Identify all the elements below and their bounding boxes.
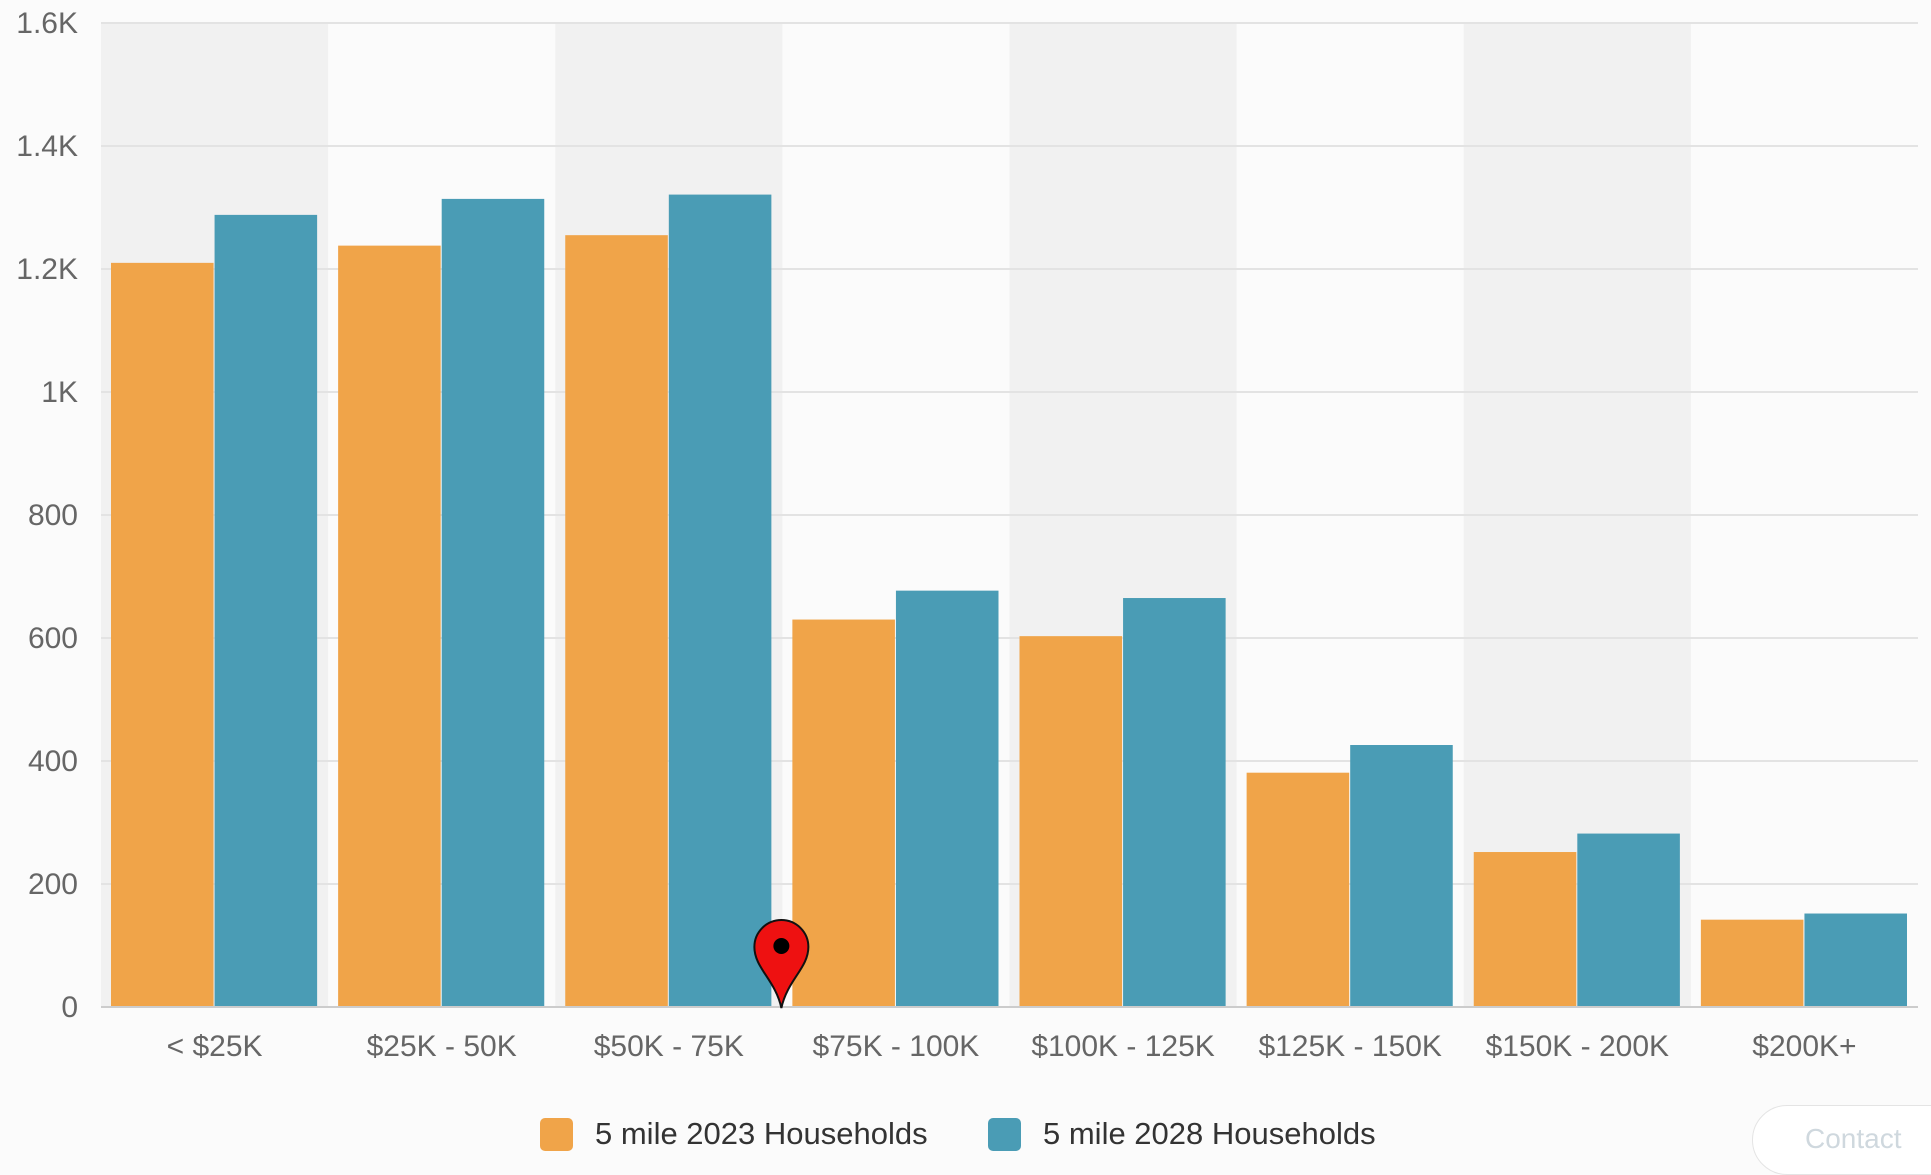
- legend-swatch[interactable]: [540, 1118, 573, 1151]
- bar-2028-5[interactable]: [1350, 745, 1453, 1007]
- x-tick-label: $100K - 125K: [1031, 1030, 1214, 1063]
- bar-2028-1[interactable]: [441, 198, 545, 1007]
- bars: [111, 194, 1907, 1008]
- y-tick-label: 1K: [41, 376, 78, 409]
- bar-2028-3[interactable]: [895, 590, 999, 1007]
- y-tick-label: 1.6K: [16, 7, 78, 40]
- bar-2028-4[interactable]: [1123, 598, 1226, 1007]
- y-tick-label: 800: [28, 499, 78, 532]
- bar-2023-3[interactable]: [792, 619, 895, 1007]
- bar-2023-1[interactable]: [338, 245, 441, 1007]
- bar-2028-6[interactable]: [1577, 833, 1680, 1007]
- legend-label[interactable]: 5 mile 2023 Households: [595, 1116, 928, 1151]
- y-tick-label: 600: [28, 622, 78, 655]
- x-tick-label: $200K+: [1752, 1030, 1856, 1063]
- bar-2028-2[interactable]: [668, 194, 772, 1007]
- y-tick-label: 400: [28, 745, 78, 778]
- marker: [753, 919, 810, 1009]
- map-pin-icon: [753, 919, 810, 1009]
- x-tick-label: < $25K: [167, 1030, 263, 1063]
- legend: 5 mile 2023 Households 5 mile 2028 Househ…: [540, 1116, 1376, 1151]
- y-tick-label: 200: [28, 868, 78, 901]
- axes: 0 200 400 600 800 1K 1.2K 1.4K 1.6K < $25K $25K - …: [16, 7, 1918, 1063]
- x-tick-label: $25K - 50K: [367, 1030, 517, 1063]
- legend-label[interactable]: 5 mile 2028 Households: [1043, 1116, 1376, 1151]
- bar-2023-2[interactable]: [565, 235, 668, 1008]
- y-tick-label: 1.2K: [16, 253, 78, 286]
- bar-2023-5[interactable]: [1246, 772, 1350, 1007]
- bar-2023-7[interactable]: [1700, 919, 1804, 1007]
- x-tick-label: $75K - 100K: [813, 1030, 980, 1063]
- x-tick-label: $50K - 75K: [594, 1030, 744, 1063]
- legend-swatch[interactable]: [988, 1118, 1021, 1151]
- x-tick-label: $125K - 150K: [1258, 1030, 1441, 1063]
- bar-2023-4[interactable]: [1019, 636, 1123, 1007]
- bar-2028-7[interactable]: [1804, 913, 1907, 1007]
- y-tick-label: 0: [61, 991, 78, 1024]
- y-tick-label: 1.4K: [16, 130, 78, 163]
- bar-2023-0[interactable]: [111, 262, 214, 1008]
- contact-button[interactable]: Contact: [1752, 1105, 1931, 1175]
- x-tick-label: $150K - 200K: [1486, 1030, 1669, 1063]
- bar-2028-0[interactable]: [214, 214, 318, 1007]
- bar-2023-6[interactable]: [1473, 852, 1577, 1007]
